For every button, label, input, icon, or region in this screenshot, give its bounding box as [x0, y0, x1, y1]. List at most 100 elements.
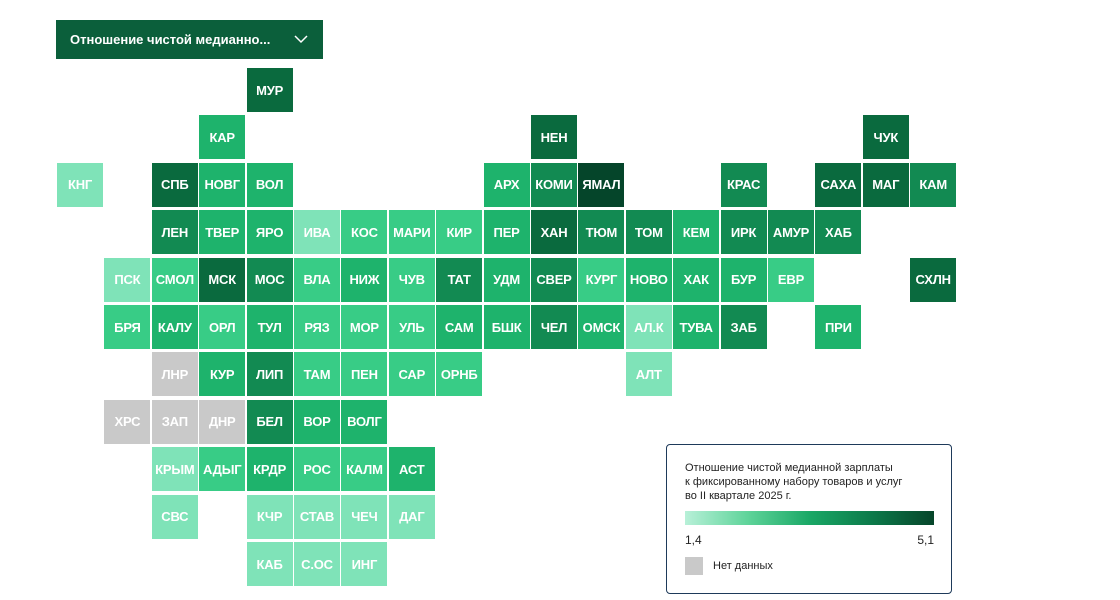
region-tile[interactable]: ВОЛ [246, 162, 293, 207]
region-tile[interactable]: ЧЕЛ [531, 305, 577, 349]
region-tile[interactable]: ЗАБ [720, 305, 767, 349]
region-tile[interactable]: КНГ [57, 162, 103, 207]
indicator-dropdown-label: Отношение чистой медианно... [70, 32, 271, 47]
region-tile[interactable]: САМ [436, 305, 483, 349]
region-tile[interactable]: БРЯ [104, 305, 151, 349]
region-tile[interactable]: ЛЕН [151, 210, 198, 255]
region-tile[interactable]: ЧУВ [388, 257, 435, 302]
region-tile[interactable]: ИНГ [341, 542, 388, 586]
region-tile[interactable]: БШК [483, 305, 530, 349]
legend-min-label: 1,4 [685, 533, 702, 547]
region-tile[interactable]: ПЕН [341, 352, 388, 397]
legend-title: Отношение чистой медианной зарплаты к фи… [685, 461, 933, 503]
nodata-swatch [685, 557, 703, 575]
region-tile[interactable]: КАЛМ [341, 447, 388, 492]
region-tile[interactable]: КОМИ [531, 162, 577, 207]
region-tile[interactable]: НЕН [531, 115, 577, 160]
region-tile[interactable]: ТЮМ [578, 210, 625, 255]
region-tile[interactable]: МАГ [862, 162, 909, 207]
region-tile[interactable]: ЛНР [151, 352, 198, 397]
region-tile[interactable]: АСТ [388, 447, 435, 492]
region-tile[interactable]: ХАК [673, 257, 720, 302]
region-tile[interactable]: КЧР [246, 494, 293, 539]
region-tile[interactable]: СМОЛ [151, 257, 198, 302]
region-tile[interactable]: ПСК [104, 257, 151, 302]
region-tile[interactable]: ТУЛ [246, 305, 293, 349]
legend-title-line: Отношение чистой медианной зарплаты [685, 462, 893, 474]
region-tile[interactable]: ДНР [199, 399, 246, 444]
region-tile[interactable]: ВЛА [294, 257, 340, 302]
region-tile[interactable]: УДМ [483, 257, 530, 302]
region-tile[interactable]: СВЕР [531, 257, 577, 302]
region-tile[interactable]: ВОЛГ [341, 399, 388, 444]
region-tile[interactable]: ИРК [720, 210, 767, 255]
region-tile[interactable]: МУР [246, 68, 293, 112]
region-tile[interactable]: ТОМ [625, 210, 672, 255]
region-tile[interactable]: ДАГ [388, 494, 435, 539]
region-tile[interactable]: КУРГ [578, 257, 625, 302]
region-tile[interactable]: С.ОС [294, 542, 340, 586]
region-tile[interactable]: ОМСК [578, 305, 625, 349]
region-tile[interactable]: САХА [815, 162, 862, 207]
region-tile[interactable]: САР [388, 352, 435, 397]
region-tile[interactable]: ЧЕЧ [341, 494, 388, 539]
region-tile[interactable]: НОВО [625, 257, 672, 302]
region-tile[interactable]: ПРИ [815, 305, 862, 349]
region-tile[interactable]: ЕВР [768, 257, 814, 302]
region-tile[interactable]: КРЫМ [151, 447, 198, 492]
region-tile[interactable]: КРДР [246, 447, 293, 492]
region-tile[interactable]: ХРС [104, 399, 151, 444]
region-tile[interactable]: ТУВА [673, 305, 720, 349]
region-tile[interactable]: КАР [199, 115, 246, 160]
region-tile[interactable]: КАЛУ [151, 305, 198, 349]
region-tile[interactable]: МАРИ [388, 210, 435, 255]
region-tile[interactable]: АЛ.К [625, 305, 672, 349]
region-tile[interactable]: АЛТ [625, 352, 672, 397]
region-tile[interactable]: КАБ [246, 542, 293, 586]
region-tile[interactable]: СВС [151, 494, 198, 539]
region-tile[interactable]: ЧУК [862, 115, 909, 160]
region-tile[interactable]: АДЫГ [199, 447, 246, 492]
region-tile[interactable]: ТАМ [294, 352, 340, 397]
region-tile[interactable]: ТАТ [436, 257, 483, 302]
region-tile[interactable]: АРХ [483, 162, 530, 207]
region-tile[interactable]: РЯЗ [294, 305, 340, 349]
region-tile[interactable]: ЗАП [151, 399, 198, 444]
indicator-dropdown[interactable]: Отношение чистой медианно... [56, 20, 323, 59]
region-tile[interactable]: НОВГ [199, 162, 246, 207]
map-legend: Отношение чистой медианной зарплаты к фи… [666, 444, 952, 594]
region-tile[interactable]: СПБ [151, 162, 198, 207]
region-tile[interactable]: РОС [294, 447, 340, 492]
legend-title-line: во II квартале 2025 г. [685, 490, 792, 502]
region-tile[interactable]: ЯМАЛ [578, 162, 625, 207]
region-tile[interactable]: БЕЛ [246, 399, 293, 444]
region-tile[interactable]: КОС [341, 210, 388, 255]
region-tile[interactable]: СХЛН [910, 257, 957, 302]
region-tile[interactable]: МОС [246, 257, 293, 302]
region-tile[interactable]: МОР [341, 305, 388, 349]
region-tile[interactable]: ХАН [531, 210, 577, 255]
region-tile[interactable]: ВОР [294, 399, 340, 444]
region-tile[interactable]: БУР [720, 257, 767, 302]
region-tile[interactable]: СТАВ [294, 494, 340, 539]
region-tile[interactable]: ТВЕР [199, 210, 246, 255]
region-tile[interactable]: КРАС [720, 162, 767, 207]
region-tile[interactable]: ИВА [294, 210, 340, 255]
region-tile[interactable]: МСК [199, 257, 246, 302]
region-tile[interactable]: УЛЬ [388, 305, 435, 349]
region-tile[interactable]: КАМ [910, 162, 957, 207]
region-tile[interactable]: КЕМ [673, 210, 720, 255]
region-tile[interactable]: КУР [199, 352, 246, 397]
legend-gradient-bar [685, 511, 934, 525]
region-tile[interactable]: КИР [436, 210, 483, 255]
region-tile[interactable]: АМУР [768, 210, 814, 255]
region-tile[interactable]: ХАБ [815, 210, 862, 255]
region-tile[interactable]: ЯРО [246, 210, 293, 255]
region-tile[interactable]: ЛИП [246, 352, 293, 397]
region-tile[interactable]: ОРНБ [436, 352, 483, 397]
region-tile[interactable]: ОРЛ [199, 305, 246, 349]
region-tile[interactable]: ПЕР [483, 210, 530, 255]
legend-max-label: 5,1 [917, 533, 934, 547]
region-tile[interactable]: НИЖ [341, 257, 388, 302]
